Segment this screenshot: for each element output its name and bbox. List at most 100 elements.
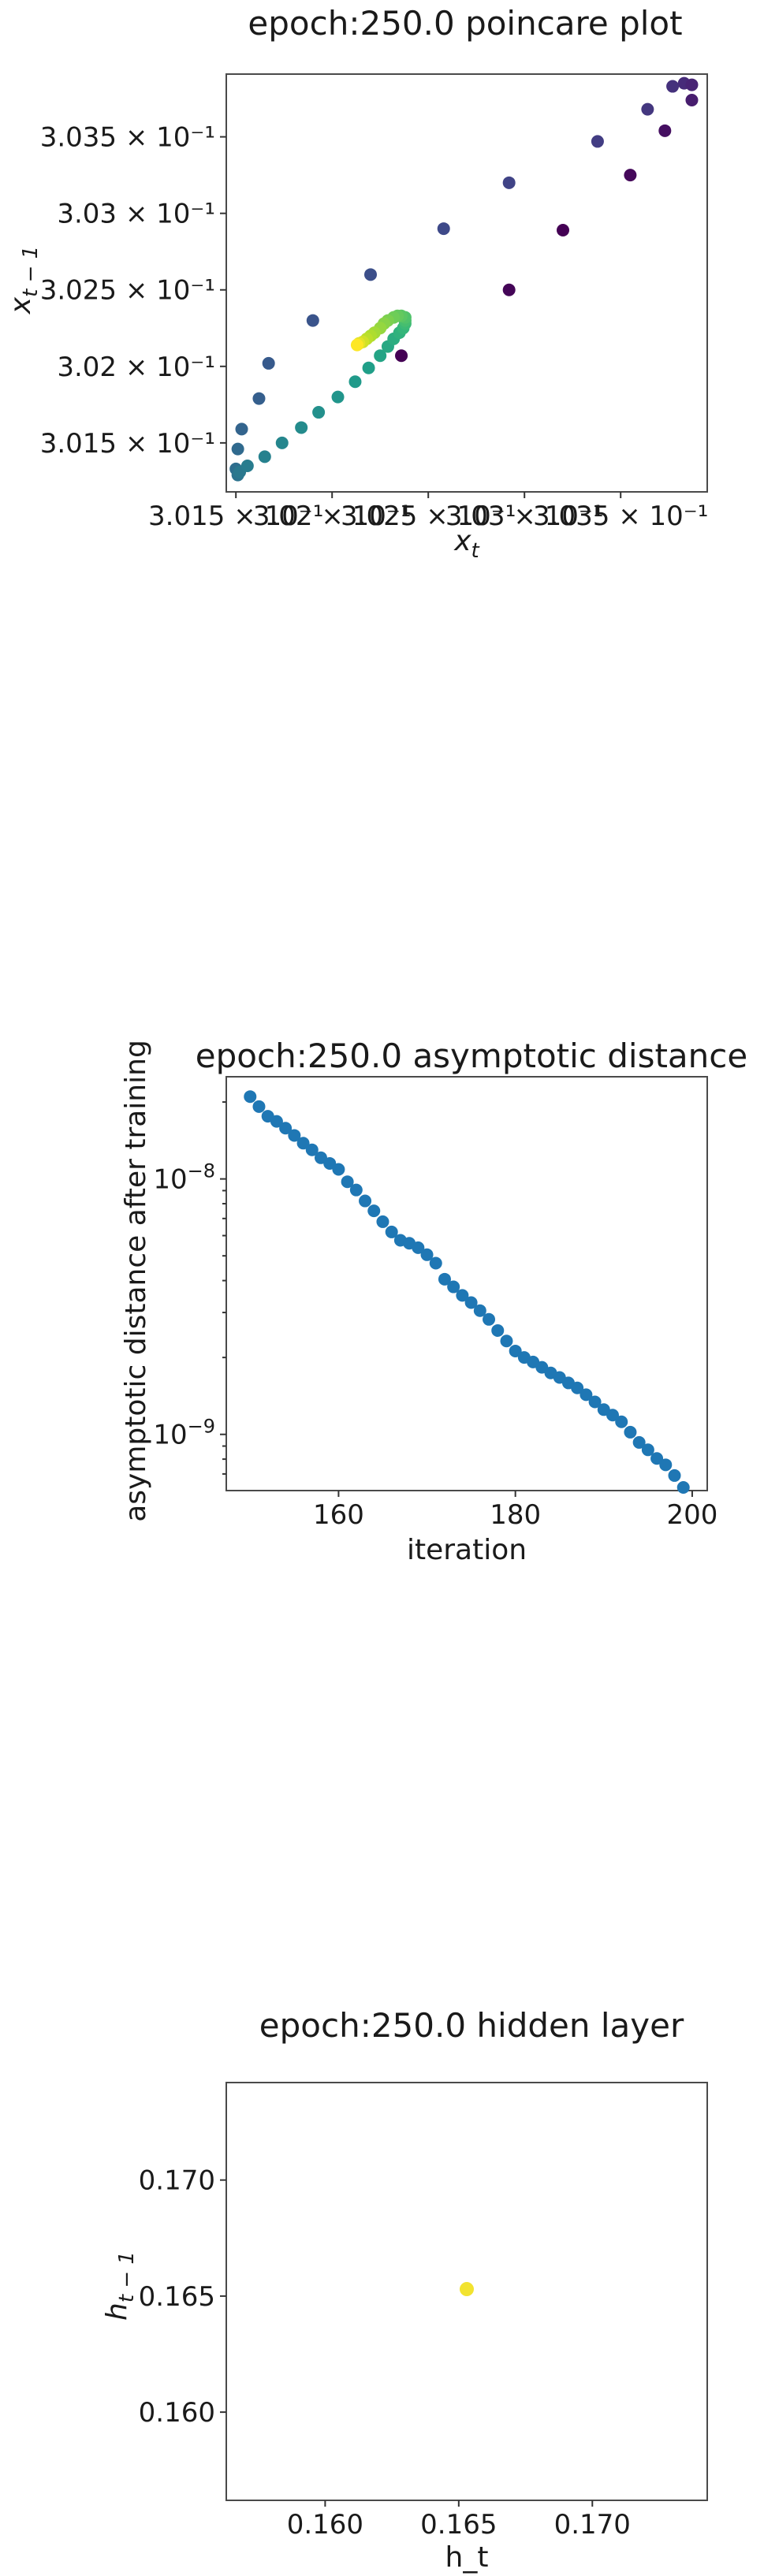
hidden-layer-chart: epoch:250.0 hidden layer 0.160 0.165 0.170… <box>101 2006 708 2574</box>
asymptotic-distance-point <box>464 1296 478 1309</box>
asymptotic-distance-point <box>296 1137 310 1150</box>
asymptotic-distance-point <box>412 1241 425 1254</box>
poincare-point <box>374 349 387 363</box>
asymptotic-distance-point <box>606 1409 620 1422</box>
asymptotic-distance-point <box>580 1388 593 1402</box>
poincare-y-tick-label: 3.03 × 10⁻¹ <box>57 199 215 230</box>
poincare-point <box>240 459 254 472</box>
asymptotic-distance-point <box>456 1289 469 1302</box>
asymptotic-distance-point <box>367 1204 381 1218</box>
poincare-point <box>306 314 319 327</box>
asymptotic-distance-plot-frame <box>225 1076 708 1491</box>
asymptotic-distance-points <box>244 1090 690 1494</box>
asymptotic-distance-point <box>615 1415 628 1428</box>
asymptotic-distance-x-axis-label: iteration <box>407 1534 527 1566</box>
asymptotic-distance-point <box>359 1194 372 1208</box>
poincare-point <box>262 356 275 370</box>
poincare-point <box>331 390 345 404</box>
asymptotic-distance-point <box>650 1452 664 1465</box>
poincare-point <box>502 283 516 296</box>
poincare-point <box>258 450 271 463</box>
asymptotic-distance-point <box>252 1100 266 1113</box>
asymptotic-distance-x-tick-label: 180 <box>490 1499 541 1531</box>
hidden-layer-plot-frame <box>225 2082 708 2501</box>
asymptotic-distance-point <box>571 1381 584 1394</box>
poincare-point <box>235 423 248 436</box>
asymptotic-distance-point <box>270 1115 283 1128</box>
poincare-point <box>437 222 450 236</box>
asymptotic-distance-point <box>473 1304 486 1317</box>
hidden-layer-x-tick-label: 0.170 <box>554 2509 631 2541</box>
poincare-chart-title: epoch:250.0 poincare plot <box>248 4 682 43</box>
poincare-point <box>502 176 516 189</box>
poincare-y-ticks: 3.015 × 10⁻¹ 3.02 × 10⁻¹ 3.025 × 10⁻¹ 3.03 … <box>40 122 226 460</box>
poincare-chart: epoch:250.0 poincare plot 3.015 × 10⁻¹ 3.… <box>5 4 708 563</box>
poincare-point <box>624 169 637 182</box>
poincare-point <box>666 80 680 93</box>
asymptotic-distance-chart: epoch:250.0 asymptotic distance 160 180 20… <box>120 1037 747 1566</box>
poincare-point <box>295 421 308 434</box>
poincare-points <box>229 76 699 482</box>
asymptotic-distance-point <box>641 1443 654 1457</box>
asymptotic-distance-point <box>429 1256 442 1270</box>
poincare-point <box>231 442 244 456</box>
asymptotic-distance-point <box>323 1156 337 1170</box>
hidden-layer-y-tick-label: 0.160 <box>139 2397 215 2429</box>
asymptotic-distance-point <box>438 1272 451 1286</box>
hidden-layer-x-tick-label: 0.160 <box>287 2509 363 2541</box>
poincare-point <box>350 338 363 352</box>
asymptotic-distance-point <box>279 1122 293 1135</box>
asymptotic-distance-point <box>491 1323 505 1337</box>
asymptotic-distance-point <box>288 1129 301 1142</box>
hidden-layer-y-tick-label: 0.170 <box>139 2165 215 2197</box>
poincare-point <box>658 124 672 137</box>
poincare-x-axis-label: xt <box>453 525 479 563</box>
poincare-x-ticks: 3.015 × 10⁻¹3.02 × 10⁻¹3.025 × 10⁻¹3.03 … <box>148 492 708 532</box>
asymptotic-distance-point <box>668 1469 681 1482</box>
hidden-layer-y-axis-label: ht − 1 <box>101 2251 139 2321</box>
asymptotic-distance-point <box>420 1248 434 1261</box>
asymptotic-distance-point <box>659 1458 673 1472</box>
asymptotic-distance-point <box>676 1480 690 1494</box>
asymptotic-distance-chart-title: epoch:250.0 asymptotic distance <box>196 1037 747 1075</box>
asymptotic-distance-point <box>632 1435 646 1449</box>
hidden-layer-x-axis-label: h_t <box>445 2541 489 2574</box>
poincare-point <box>685 94 699 107</box>
poincare-point <box>685 78 699 91</box>
asymptotic-distance-point <box>349 1183 363 1197</box>
hidden-layer-x-tick-label: 0.165 <box>420 2509 497 2541</box>
asymptotic-distance-point <box>447 1280 460 1294</box>
hidden-layer-points <box>460 2282 474 2297</box>
asymptotic-distance-point <box>588 1395 602 1409</box>
poincare-y-axis-label: xt − 1 <box>5 246 43 315</box>
poincare-point <box>362 361 375 374</box>
poincare-point <box>591 135 604 148</box>
poincare-x-tick-label: 3.03 × 10⁻¹ <box>445 501 604 532</box>
hidden-layer-point <box>460 2282 474 2297</box>
poincare-point <box>641 102 654 116</box>
asymptotic-distance-point <box>376 1215 389 1228</box>
poincare-y-tick-label: 3.02 × 10⁻¹ <box>57 352 215 383</box>
asymptotic-distance-point <box>332 1163 345 1176</box>
asymptotic-distance-point <box>244 1090 257 1104</box>
asymptotic-distance-x-tick-label: 160 <box>313 1499 364 1531</box>
poincare-plot-frame <box>225 73 708 493</box>
poincare-point <box>557 224 569 237</box>
hidden-layer-chart-title: epoch:250.0 hidden layer <box>259 2006 684 2045</box>
hidden-layer-y-ticks: 0.160 0.165 0.170 <box>139 2165 226 2429</box>
poincare-x-tick-label: 3.025 × 10⁻¹ <box>341 501 516 532</box>
poincare-y-tick-label: 3.025 × 10⁻¹ <box>40 275 215 307</box>
asymptotic-distance-y-ticks: 10−8 10−9 <box>153 1101 226 1475</box>
poincare-point <box>348 375 362 389</box>
asymptotic-distance-point <box>385 1225 398 1238</box>
asymptotic-distance-x-tick-label: 200 <box>666 1499 717 1531</box>
asymptotic-distance-y-tick-label: 10−8 <box>153 1160 215 1196</box>
hidden-layer-x-ticks: 0.160 0.165 0.170 <box>287 2500 631 2541</box>
asymptotic-distance-point <box>305 1143 319 1156</box>
poincare-point <box>252 392 266 405</box>
poincare-x-tick-label: 3.015 × 10⁻¹ <box>148 501 323 532</box>
poincare-y-tick-label: 3.015 × 10⁻¹ <box>40 428 215 460</box>
asymptotic-distance-x-ticks: 160 180 200 <box>313 1491 717 1531</box>
asymptotic-distance-point <box>509 1344 522 1357</box>
hidden-layer-y-tick-label: 0.165 <box>139 2281 215 2313</box>
